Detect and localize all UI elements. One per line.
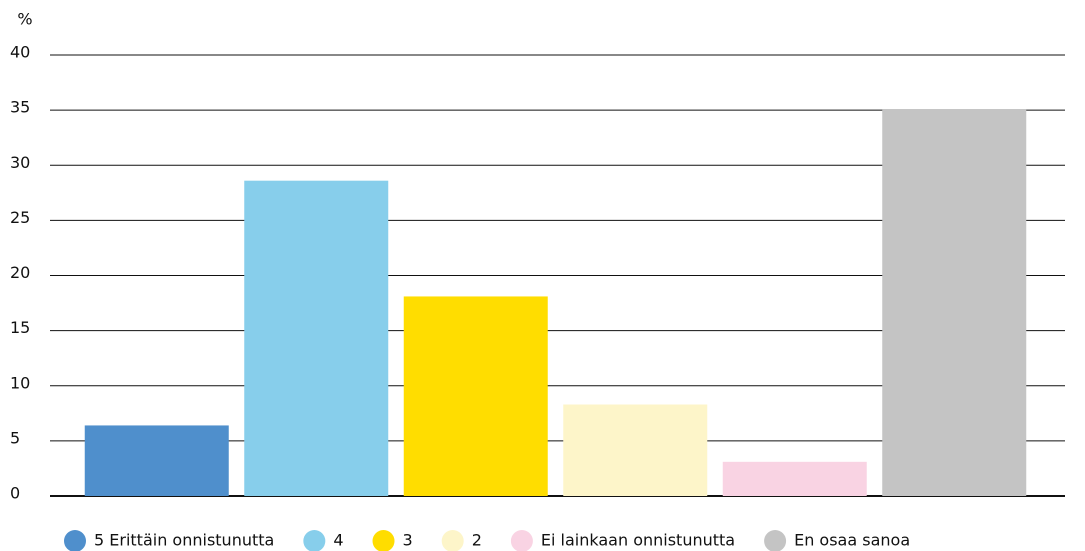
legend-label: En osaa sanoa xyxy=(794,531,910,550)
y-tick-label: 15 xyxy=(10,318,30,337)
legend-marker xyxy=(372,530,395,551)
legend-marker xyxy=(441,530,464,551)
y-tick-label: 35 xyxy=(10,98,30,117)
legend-label: 2 xyxy=(472,531,482,550)
bar xyxy=(563,404,708,496)
bar xyxy=(244,180,389,496)
y-tick-label: 30 xyxy=(10,153,30,172)
y-tick-label: 0 xyxy=(10,484,20,503)
legend-label: 4 xyxy=(333,531,343,550)
y-axis-label: % xyxy=(17,10,32,29)
legend-label: 3 xyxy=(403,531,413,550)
legend-marker xyxy=(764,530,787,551)
bar xyxy=(882,109,1027,497)
y-tick-label: 40 xyxy=(10,43,30,62)
y-tick-label: 25 xyxy=(10,208,30,227)
y-tick-label: 10 xyxy=(10,373,30,392)
bar xyxy=(84,425,229,496)
legend-marker xyxy=(510,530,533,551)
bar xyxy=(722,461,867,496)
legend-marker xyxy=(303,530,326,551)
legend-label: Ei lainkaan onnistunutta xyxy=(541,531,735,550)
bar xyxy=(403,296,548,496)
y-tick-label: 5 xyxy=(10,428,20,447)
legend-label: 5 Erittäin onnistunutta xyxy=(94,531,274,550)
legend-marker xyxy=(64,530,86,551)
y-tick-label: 20 xyxy=(10,263,30,282)
